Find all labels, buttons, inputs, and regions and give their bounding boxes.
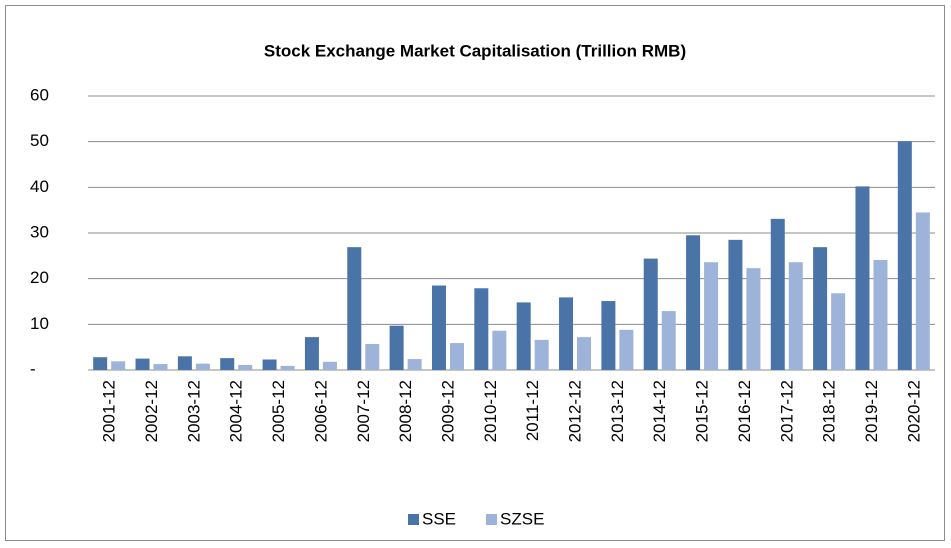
legend-swatch <box>486 514 498 525</box>
x-tick-label: 2016-12 <box>735 380 754 442</box>
y-tick-label: 40 <box>30 177 49 196</box>
bar <box>855 186 870 370</box>
bar <box>788 262 803 370</box>
bar <box>347 247 362 370</box>
x-tick-label: 2001-12 <box>100 380 119 442</box>
bar <box>474 288 489 370</box>
bar <box>897 141 912 370</box>
bar <box>686 235 701 370</box>
bar <box>407 359 422 370</box>
bar <box>873 259 888 370</box>
bar <box>238 364 253 370</box>
bar <box>365 343 380 370</box>
bar <box>135 358 150 370</box>
x-tick-label: 2010-12 <box>481 380 500 442</box>
x-tick-label: 2008-12 <box>396 380 415 442</box>
x-tick-label: 2012-12 <box>566 380 585 442</box>
bar <box>389 325 404 370</box>
x-tick-label: 2013-12 <box>608 380 627 442</box>
bar <box>559 297 574 370</box>
x-tick-label: 2007-12 <box>354 380 373 442</box>
bar <box>177 356 192 370</box>
bar <box>746 268 761 370</box>
x-tick-label: 2015-12 <box>693 380 712 442</box>
bar <box>534 339 549 370</box>
bar <box>280 365 295 370</box>
bar <box>153 364 168 370</box>
x-tick-label: 2017-12 <box>777 380 796 442</box>
bar <box>728 239 743 370</box>
x-tick-label: 2004-12 <box>227 380 246 442</box>
bar <box>322 361 337 370</box>
bar <box>577 337 592 370</box>
bar <box>831 293 846 370</box>
x-tick-label: 2002-12 <box>142 380 161 442</box>
bar <box>770 218 785 370</box>
bar <box>704 262 719 370</box>
bar <box>643 258 658 370</box>
y-tick-label: 20 <box>30 268 49 287</box>
legend-swatch <box>408 514 419 525</box>
x-tick-label: 2011-12 <box>523 380 542 441</box>
x-tick-label: 2020-12 <box>904 380 923 442</box>
bar <box>492 330 507 370</box>
chart-border <box>5 5 945 541</box>
bar <box>619 329 634 370</box>
bar <box>304 337 319 370</box>
y-tick-label: 10 <box>30 314 49 333</box>
bar <box>915 212 930 370</box>
bar <box>111 361 126 370</box>
y-tick-label: 30 <box>30 222 49 241</box>
bar <box>220 358 235 370</box>
y-tick-label: 50 <box>30 131 49 150</box>
x-tick-label: 2014-12 <box>650 380 669 442</box>
legend-label: SSE <box>422 509 456 528</box>
bar <box>431 285 446 370</box>
x-tick-label: 2018-12 <box>820 380 839 442</box>
x-tick-label: 2006-12 <box>311 380 330 442</box>
x-tick-label: 2003-12 <box>184 380 203 442</box>
bar <box>93 357 108 370</box>
bar <box>449 343 464 370</box>
y-tick-label: - <box>30 359 36 378</box>
bar <box>262 359 277 370</box>
bar <box>601 301 616 370</box>
bar <box>516 302 531 370</box>
legend-label: SZSE <box>500 509 544 528</box>
bar <box>813 247 828 370</box>
bar <box>195 363 210 370</box>
bar <box>661 311 676 370</box>
chart-title: Stock Exchange Market Capitalisation (Tr… <box>264 41 686 60</box>
x-tick-label: 2009-12 <box>438 380 457 442</box>
x-tick-label: 2005-12 <box>269 380 288 442</box>
x-tick-label: 2019-12 <box>862 380 881 442</box>
y-tick-label: 60 <box>30 85 49 104</box>
